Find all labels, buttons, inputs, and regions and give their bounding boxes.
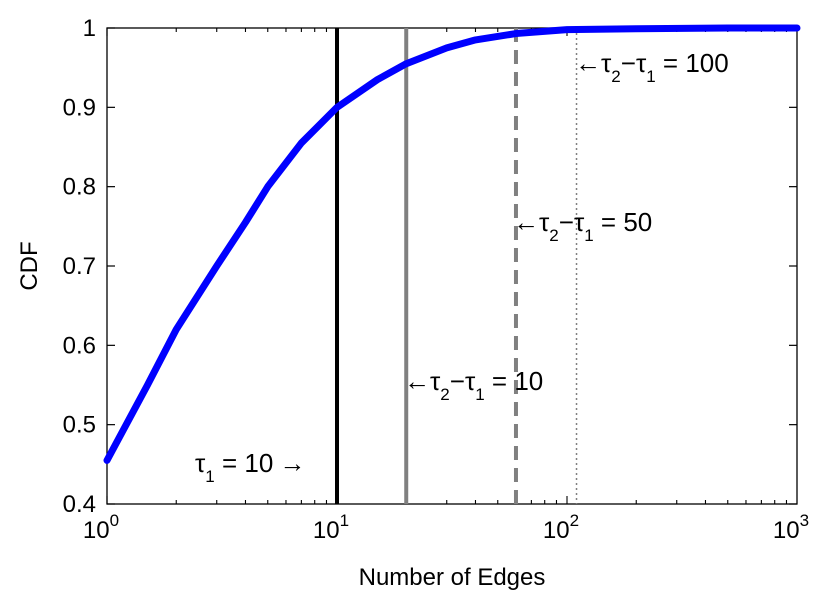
y-tick-label: 0.7 — [63, 253, 96, 280]
y-tick-label: 0.8 — [63, 174, 96, 201]
y-tick-label: 0.5 — [63, 412, 96, 439]
y-axis-label: CDF — [16, 241, 43, 290]
y-tick-label: 0.6 — [63, 332, 96, 359]
axis-ticks — [106, 27, 797, 505]
x-tick-label: 102 — [543, 511, 579, 544]
cdf-series-line — [103, 24, 801, 464]
annotation-diff-50: ←τ2−τ1 = 50 — [513, 207, 652, 245]
annotation-diff-10: ←τ2−τ1 = 10 — [404, 366, 543, 404]
x-tick-labels: 100 101 102 103 — [83, 511, 809, 544]
x-tick-label: 103 — [773, 511, 809, 544]
x-axis-label: Number of Edges — [359, 564, 546, 591]
x-tick-label: 101 — [313, 511, 349, 544]
y-tick-label: 0.9 — [63, 94, 96, 121]
y-tick-labels: 0.4 0.5 0.6 0.7 0.8 0.9 1 — [63, 15, 96, 518]
annotation-diff-100: ←τ2−τ1 = 100 — [575, 48, 729, 86]
y-tick-label: 1 — [83, 15, 96, 42]
y-tick-label: 0.4 — [63, 491, 96, 518]
plot-frame — [106, 27, 798, 505]
annotation-tau1: τ1 = 10 → — [195, 448, 305, 486]
vertical-reference-lines — [335, 28, 578, 504]
x-tick-label: 100 — [83, 511, 119, 544]
